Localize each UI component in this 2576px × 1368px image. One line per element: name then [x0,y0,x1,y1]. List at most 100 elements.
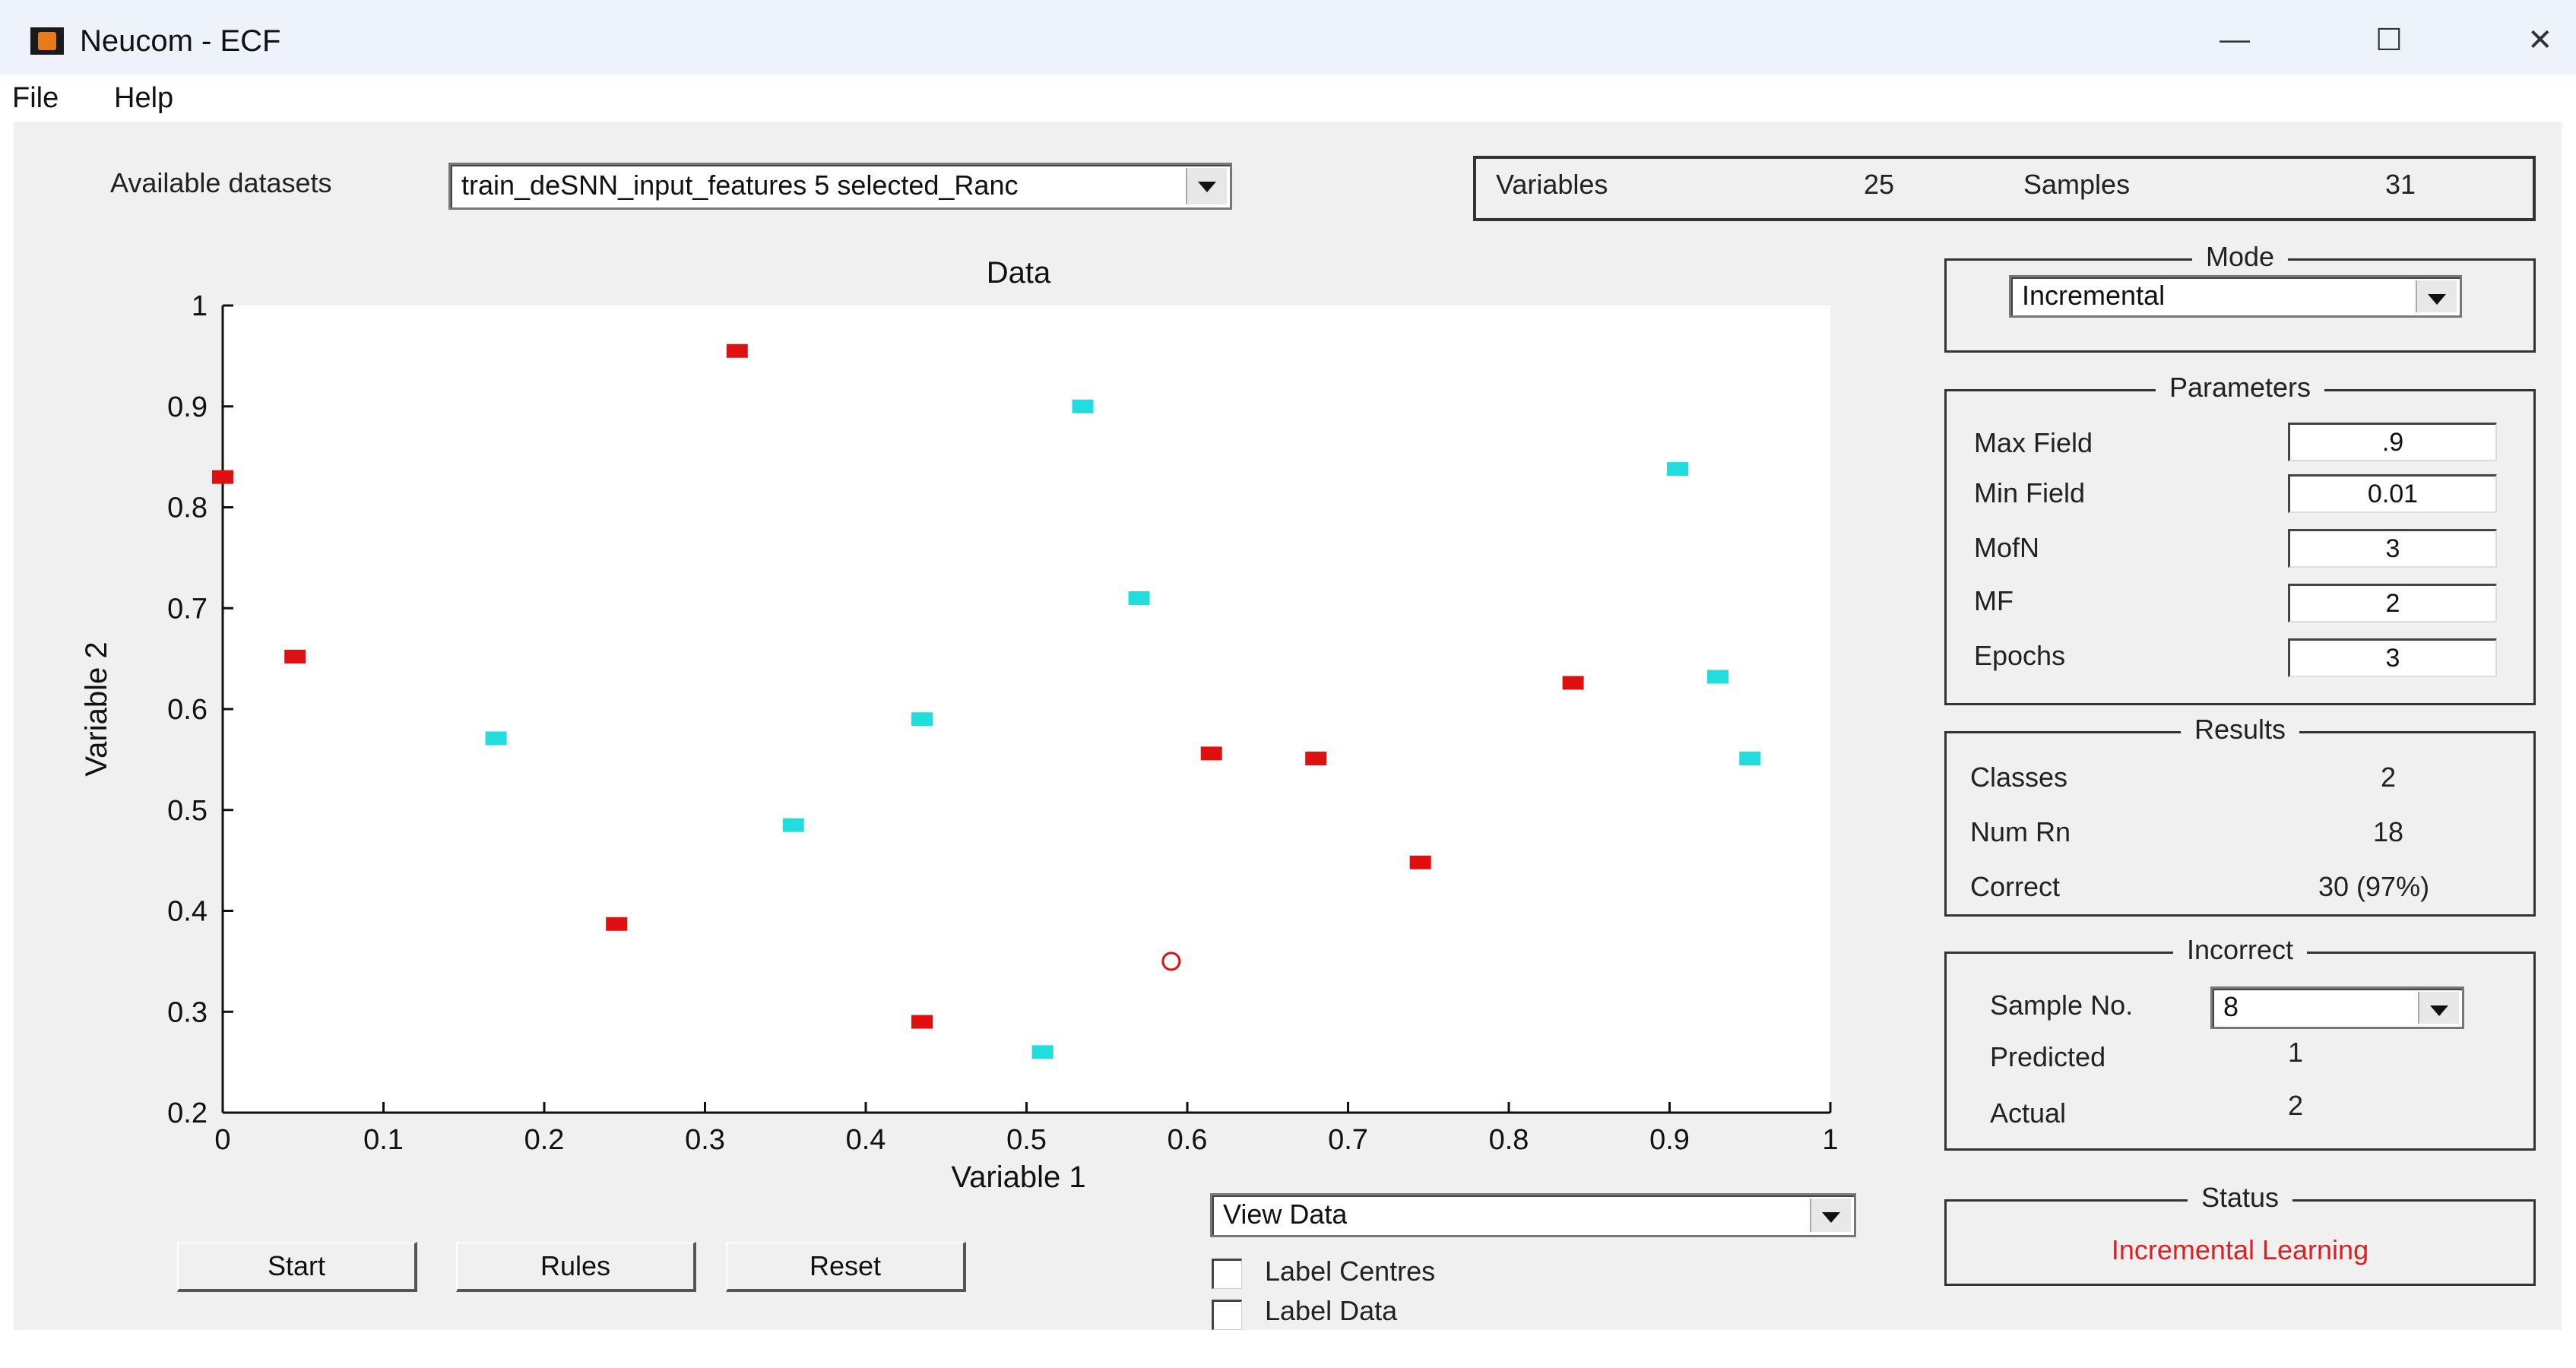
y-axis-label: Variable 2 [80,641,113,776]
window-title: Neucom - ECF [80,24,281,58]
y-tick-label: 0.4 [167,896,208,928]
epochs-input[interactable]: 3 [2288,638,2497,677]
x-axis-label: Variable 1 [951,1161,1085,1194]
data-point-class-1 [1409,855,1431,869]
x-tick-label: 0 [214,1124,230,1156]
menu-help[interactable]: Help [114,82,174,114]
predicted-label: Predicted [1990,1041,2106,1072]
title-bar [0,0,2576,74]
label-data-label: Label Data [1265,1295,1398,1326]
samples-value: 31 [2385,169,2416,200]
maximize-button[interactable]: ☐ [2375,24,2403,57]
status-title: Status [2187,1182,2293,1214]
data-point-class-2 [1072,399,1094,413]
label-centres-label: Label Centres [1265,1256,1436,1287]
y-tick-label: 1 [192,290,208,322]
incorrect-group: Incorrect [1944,934,2536,1151]
x-tick-label: 0.4 [846,1124,886,1156]
x-tick-label: 0.8 [1489,1124,1529,1156]
parameters-title: Parameters [2155,372,2325,404]
classes-value: 2 [2381,762,2397,793]
data-point-class-1 [212,470,233,484]
data-point-class-1 [1305,752,1327,766]
data-point-class-2 [1706,670,1728,684]
sample-no-select[interactable]: 8 [2210,986,2464,1029]
data-point-class-2 [1667,462,1689,477]
mode-group: Mode [1944,241,2536,353]
view-data-value: View Data [1223,1199,1348,1230]
data-point-class-1 [1562,676,1584,690]
mofn-input[interactable]: 3 [2288,529,2497,568]
chart-title: Data [987,256,1051,290]
sample-no-label: Sample No. [1990,990,2134,1021]
variables-label: Variables [1496,169,1608,200]
y-tick-label: 0.3 [167,996,208,1028]
epochs-label: Epochs [1974,640,2066,671]
chevron-down-icon[interactable] [2416,280,2457,312]
incorrect-sample-marker [1161,952,1181,971]
close-button[interactable]: ✕ [2527,24,2553,57]
chevron-down-icon[interactable] [2418,992,2459,1024]
datasets-select-value: train_deSNN_input_features 5 selected_Ra… [461,169,1019,201]
rules-button[interactable]: Rules [456,1242,696,1292]
menu-file[interactable]: File [12,82,59,114]
y-tick-label: 0.2 [167,1097,208,1129]
y-tick-label: 0.9 [167,391,208,423]
sample-no-value: 8 [2223,991,2239,1022]
y-tick-label: 0.8 [167,492,208,524]
data-point-class-2 [782,818,804,832]
min-field-input[interactable]: 0.01 [2288,474,2497,513]
status-group: Status [1944,1182,2536,1286]
mode-title: Mode [2191,241,2289,273]
min-field-label: Min Field [1974,477,2086,508]
plot-area [223,306,1830,1113]
correct-value: 30 (97%) [2318,871,2430,902]
mf-input[interactable]: 2 [2288,584,2497,622]
x-tick-label: 0.1 [363,1124,404,1156]
minimize-button[interactable]: — [2220,23,2250,56]
data-point-class-2 [1031,1045,1054,1059]
status-text: Incremental Learning [2111,1234,2369,1265]
data-point-class-1 [726,344,748,358]
mofn-label: MofN [1974,532,2040,563]
y-tick-label: 0.5 [167,795,208,827]
label-centres-checkbox[interactable] [1212,1259,1242,1289]
samples-label: Samples [2023,169,2131,200]
chevron-down-icon[interactable] [1186,168,1227,204]
max-field-label: Max Field [1974,427,2093,458]
chevron-down-icon[interactable] [1810,1199,1851,1232]
start-button[interactable]: Start [177,1242,417,1292]
mf-label: MF [1974,585,2014,616]
parameters-group: Parameters [1944,372,2536,705]
app-icon [30,27,64,55]
datasets-select[interactable]: train_deSNN_input_features 5 selected_Ra… [448,163,1232,210]
actual-label: Actual [1990,1097,2067,1129]
x-tick-label: 0.2 [524,1124,565,1156]
x-tick-label: 0.6 [1168,1124,1208,1156]
y-tick-label: 0.6 [167,694,208,726]
results-group: Results [1944,714,2536,917]
summary-box [1473,156,2536,221]
x-tick-label: 0.3 [685,1124,725,1156]
reset-button[interactable]: Reset [726,1242,966,1292]
variables-value: 25 [1864,169,1895,200]
data-point-class-2 [1128,591,1150,605]
predicted-value: 1 [2288,1037,2304,1068]
data-point-class-2 [485,731,507,746]
data-point-class-1 [911,1015,933,1029]
x-tick-label: 0.9 [1649,1124,1690,1156]
actual-value: 2 [2288,1090,2304,1121]
view-data-select[interactable]: View Data [1210,1193,1856,1237]
data-point-class-1 [1200,746,1222,761]
y-tick-label: 0.7 [167,593,208,625]
datasets-label: Available datasets [110,167,332,198]
data-point-class-1 [284,649,306,663]
num-rn-value: 18 [2373,816,2404,847]
label-data-checkbox[interactable] [1212,1300,1242,1330]
incorrect-title: Incorrect [2172,934,2308,966]
mode-select[interactable]: Incremental [2009,275,2462,318]
x-tick-label: 0.7 [1328,1124,1368,1156]
classes-label: Classes [1970,762,2068,793]
max-field-input[interactable]: .9 [2288,423,2497,461]
